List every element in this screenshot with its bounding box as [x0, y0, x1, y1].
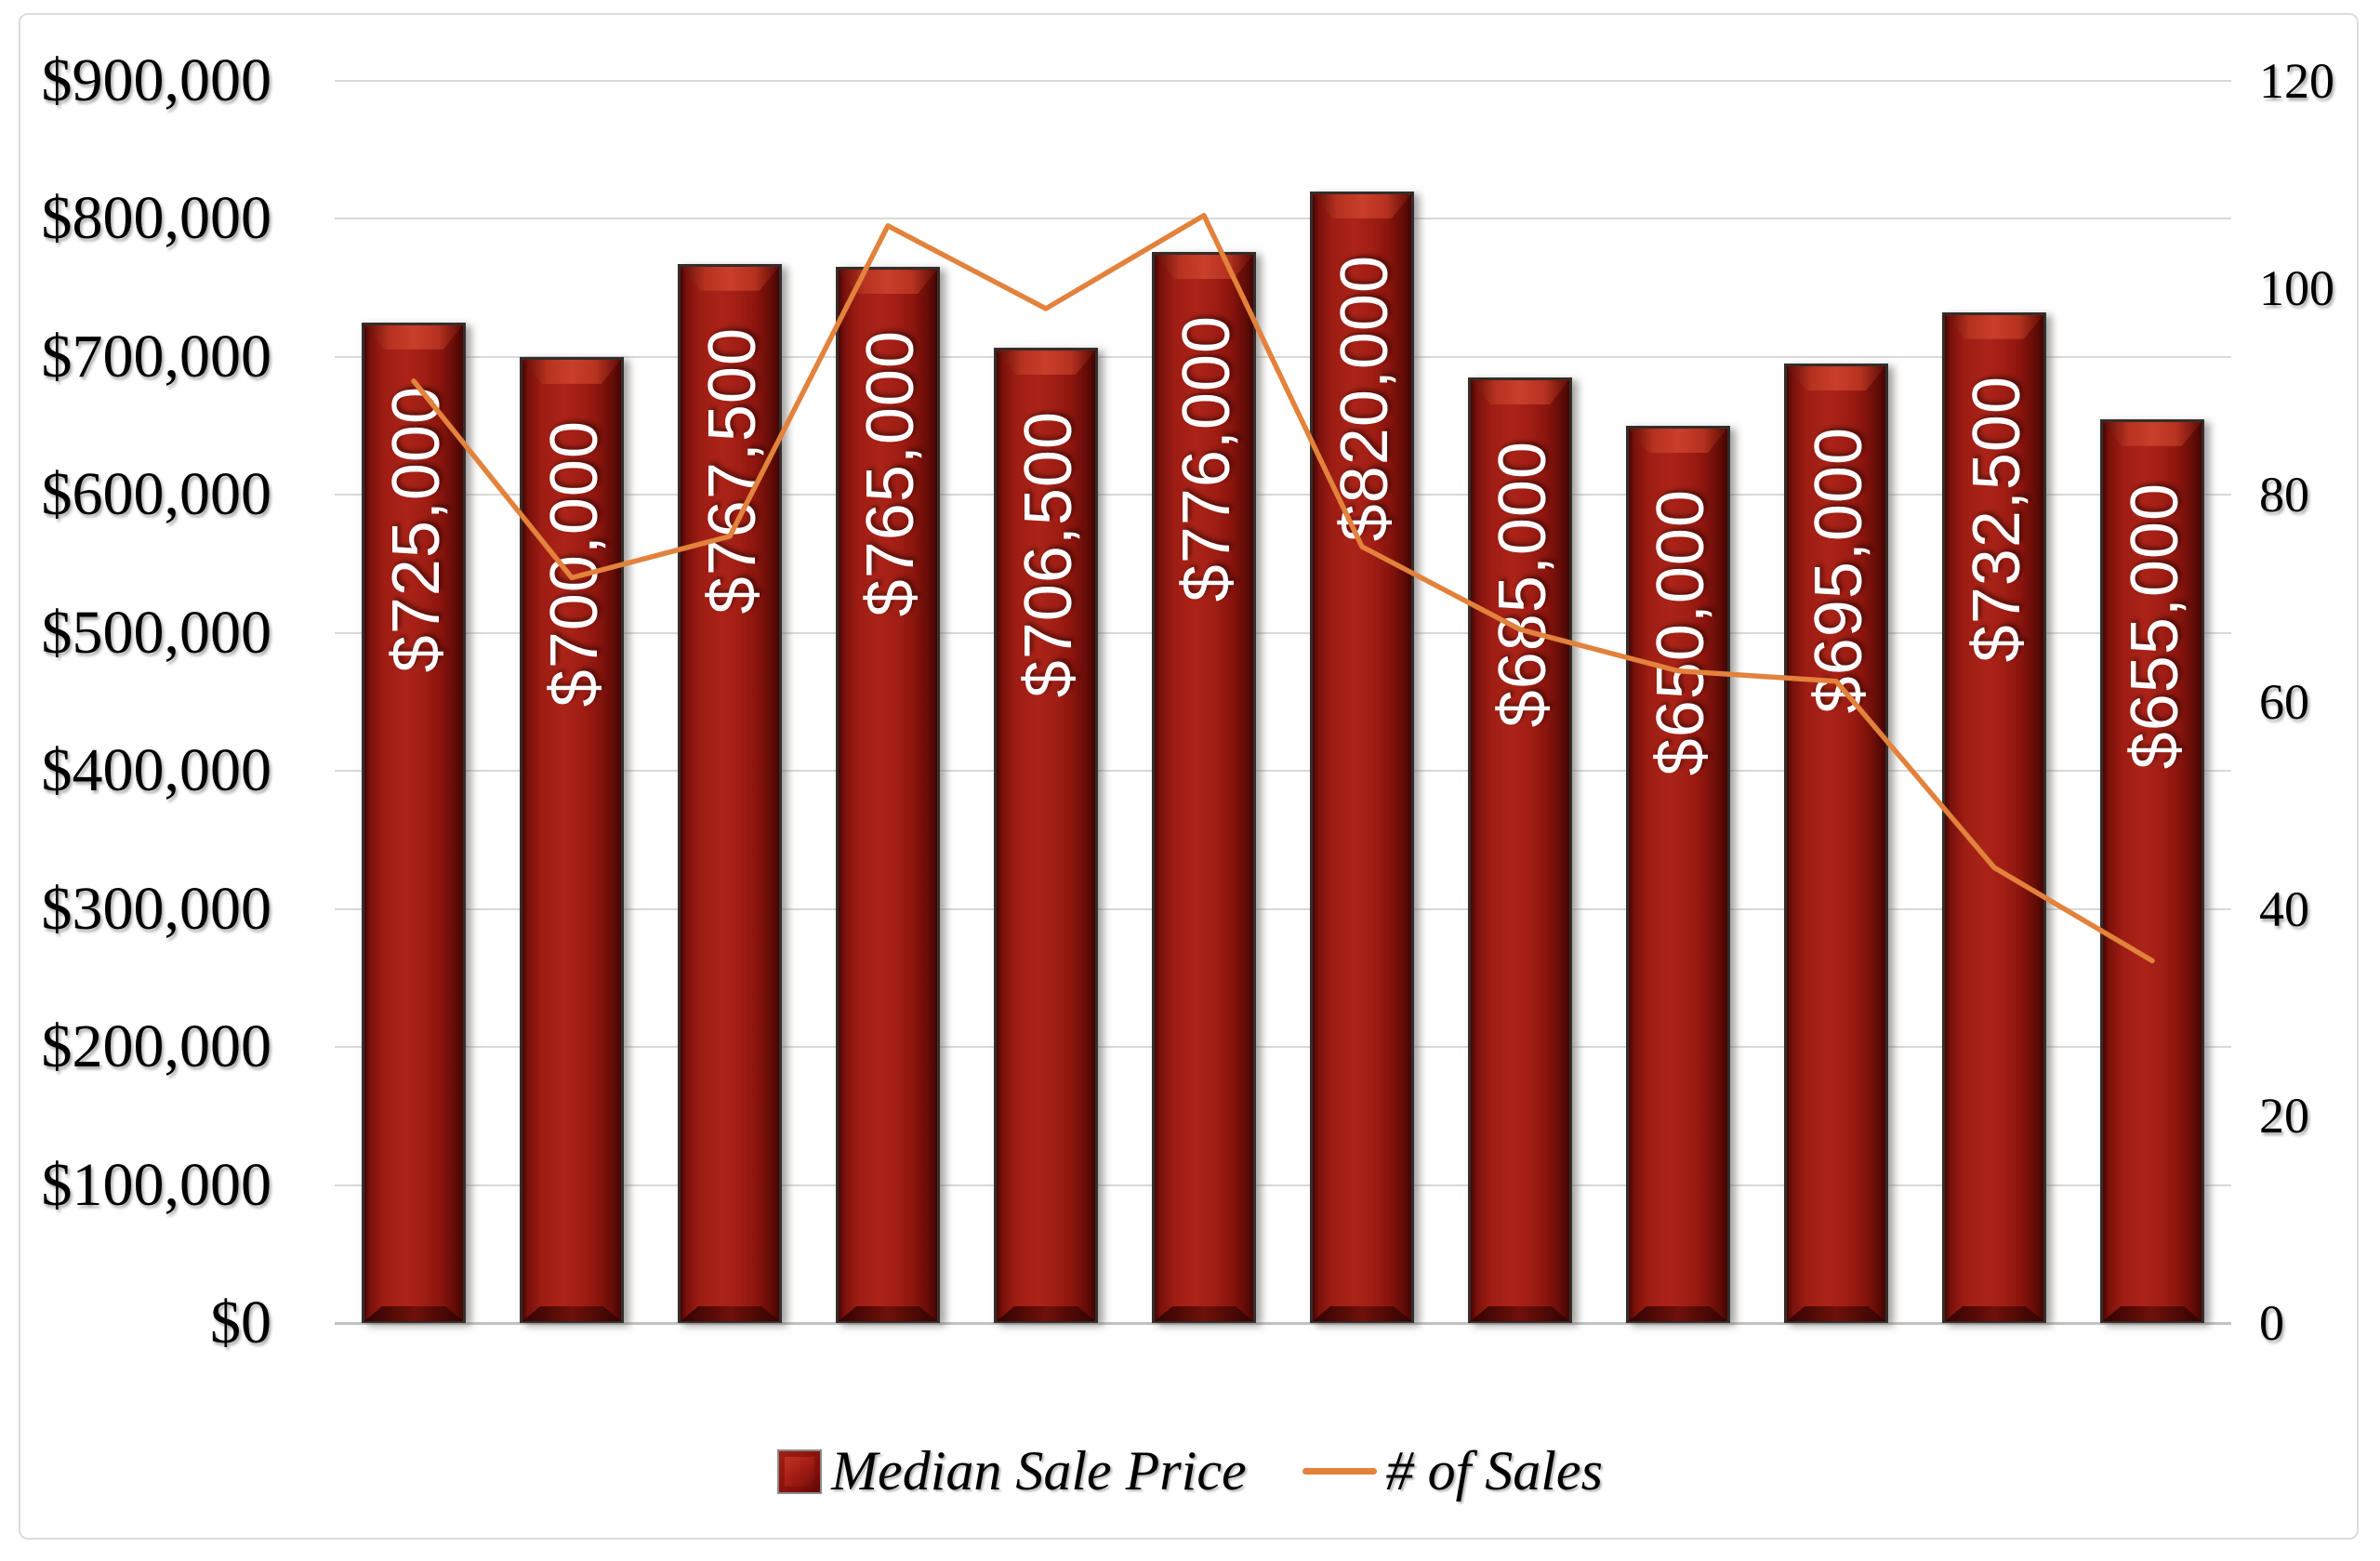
gridline [335, 770, 2231, 773]
bar-Dec-21 [1784, 364, 1888, 1323]
gridline [335, 1184, 2231, 1186]
right-axis-tick-label: 60 [2259, 674, 2309, 730]
legend-bar-swatch-icon [777, 1449, 823, 1494]
left-axis-tick-label: $900,000 [41, 46, 272, 114]
legend: Median Sale Price # of Sales [0, 1439, 2380, 1503]
bar-May-21 [678, 263, 782, 1323]
gridline [335, 218, 2231, 220]
bar-Feb-22 [2100, 418, 2204, 1323]
right-axis-tick-label: 80 [2259, 467, 2309, 523]
right-axis-tick-label: 120 [2259, 53, 2334, 109]
legend-label-number-of-sales: # of Sales [1385, 1440, 1603, 1501]
bar-Mar-21 [362, 322, 466, 1323]
gridline [335, 80, 2231, 82]
bar-Jul-21 [994, 348, 1098, 1323]
bar-Jun-21 [836, 267, 940, 1323]
gridline [335, 1046, 2231, 1049]
left-axis-tick-label: $800,000 [41, 184, 272, 253]
left-axis-tick-label: $600,000 [41, 460, 272, 529]
left-axis-tick-label: $300,000 [41, 874, 272, 943]
right-axis-tick-label: 40 [2259, 880, 2309, 937]
x-axis-line [335, 1322, 2231, 1325]
bar-Nov-21 [1626, 426, 1730, 1323]
chart-border-frame [19, 13, 2359, 1540]
left-axis-tick-label: $400,000 [41, 736, 272, 805]
bar-Jan-22 [1942, 311, 2046, 1323]
number-of-sales-line [411, 212, 2155, 964]
bar-Sep-21 [1310, 191, 1414, 1323]
left-axis-tick-label: $500,000 [41, 598, 272, 667]
left-axis-tick-label: $700,000 [41, 322, 272, 390]
legend-label-median-sale-price: Median Sale Price [831, 1440, 1247, 1501]
bar-Aug-21 [1152, 252, 1256, 1323]
gridline [335, 631, 2231, 634]
bar-Oct-21 [1468, 377, 1572, 1323]
left-axis-tick-label: $0 [210, 1289, 271, 1356]
gridline [335, 907, 2231, 910]
right-axis-tick-label: 100 [2259, 259, 2334, 316]
gridline [335, 494, 2231, 496]
left-axis-tick-label: $100,000 [41, 1150, 272, 1219]
legend-line-swatch-icon [1302, 1468, 1377, 1475]
right-axis-tick-label: 0 [2259, 1295, 2284, 1351]
left-axis-tick-label: $200,000 [41, 1012, 272, 1081]
gridline [335, 355, 2231, 358]
bar-Apr-21 [520, 356, 624, 1323]
right-axis-tick-label: 20 [2259, 1088, 2309, 1144]
